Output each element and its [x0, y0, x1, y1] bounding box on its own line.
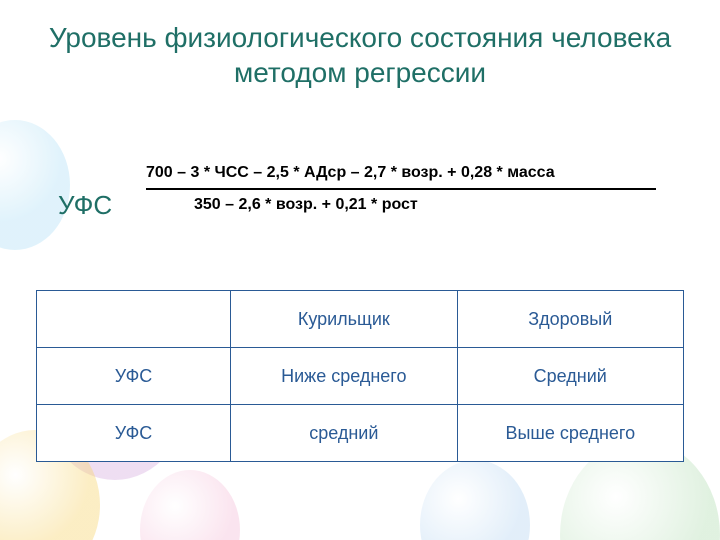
balloon-shape: [420, 460, 530, 540]
fraction-line: [146, 188, 656, 190]
comparison-table: Курильщик Здоровый УФС Ниже среднего Сре…: [36, 290, 684, 462]
table-cell: Здоровый: [457, 291, 683, 348]
slide: Уровень физиологического состояния челов…: [0, 0, 720, 540]
slide-title: Уровень физиологического состояния челов…: [30, 20, 690, 90]
table-row: УФС Ниже среднего Средний: [37, 348, 684, 405]
formula-fraction: 700 – 3 * ЧСС – 2,5 * АДср – 2,7 * возр.…: [146, 160, 656, 218]
table-cell: [37, 291, 231, 348]
balloon-shape: [140, 470, 240, 540]
table-cell: Средний: [457, 348, 683, 405]
table-row: Курильщик Здоровый: [37, 291, 684, 348]
table-cell: Ниже среднего: [231, 348, 457, 405]
table-cell: Выше среднего: [457, 405, 683, 462]
formula-denominator: 350 – 2,6 * возр. + 0,21 * рост: [146, 192, 656, 218]
formula: УФС 700 – 3 * ЧСС – 2,5 * АДср – 2,7 * в…: [28, 160, 680, 218]
formula-label: УФС: [58, 190, 112, 221]
table-cell: средний: [231, 405, 457, 462]
table-cell: УФС: [37, 405, 231, 462]
table-cell: УФС: [37, 348, 231, 405]
formula-numerator: 700 – 3 * ЧСС – 2,5 * АДср – 2,7 * возр.…: [146, 160, 656, 186]
table-cell: Курильщик: [231, 291, 457, 348]
table-row: УФС средний Выше среднего: [37, 405, 684, 462]
table: Курильщик Здоровый УФС Ниже среднего Сре…: [36, 290, 684, 462]
